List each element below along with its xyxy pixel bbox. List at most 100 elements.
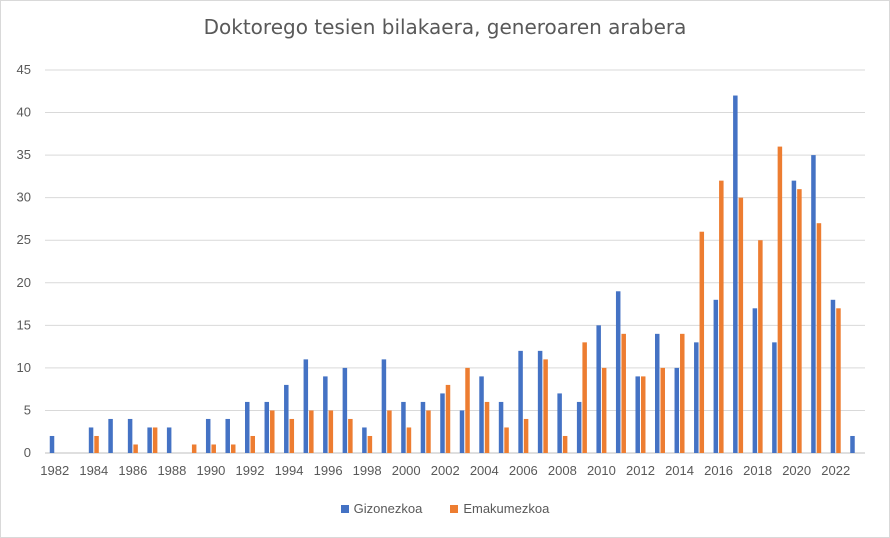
bar-emakumezkoa-2006 [523,418,529,453]
x-tick-label: 1998 [353,463,382,478]
bar-gizonezkoa-2020 [791,180,797,453]
bar-emakumezkoa-2013 [660,367,665,453]
x-tick-label: 2020 [782,463,811,478]
bar-gizonezkoa-2002 [440,393,445,453]
y-tick-label: 0 [24,445,31,460]
bar-gizonezkoa-1987 [147,427,152,453]
bar-gizonezkoa-2003 [459,410,465,453]
legend-item-gizonezkoa: Gizonezkoa [340,501,423,516]
y-tick-label: 45 [17,62,31,77]
bar-emakumezkoa-1986 [133,444,138,453]
bar-gizonezkoa-2006 [518,350,523,453]
bar-gizonezkoa-2016 [713,299,719,453]
bar-emakumezkoa-2016 [719,180,724,453]
legend-item-emakumezkoa: Emakumezkoa [450,501,549,516]
bar-emakumezkoa-1998 [367,435,373,453]
bar-emakumezkoa-2002 [445,384,451,453]
y-tick-label: 15 [17,317,31,332]
bar-emakumezkoa-1993 [270,410,275,453]
x-tick-label: 2000 [392,463,421,478]
bar-gizonezkoa-2021 [811,155,816,453]
bar-gizonezkoa-1991 [225,418,230,453]
legend-label-gizonezkoa: Gizonezkoa [353,501,423,516]
bar-emakumezkoa-2010 [601,367,607,453]
bar-emakumezkoa-2018 [758,240,763,453]
legend-swatch-emakumezkoa [450,504,459,513]
bar-emakumezkoa-2008 [562,435,568,453]
bar-gizonezkoa-1985 [108,418,113,453]
bar-emakumezkoa-2014 [680,333,685,453]
x-tick-label: 2008 [548,463,577,478]
bar-emakumezkoa-1990 [211,444,216,453]
bar-gizonezkoa-1990 [205,418,211,453]
y-tick-label: 10 [17,360,31,375]
bar-gizonezkoa-2017 [733,95,738,454]
bar-gizonezkoa-1999 [381,359,387,453]
bar-emakumezkoa-1984 [94,435,99,453]
bar-gizonezkoa-1993 [264,401,270,453]
bar-emakumezkoa-1997 [348,418,353,453]
bar-gizonezkoa-2014 [674,367,680,453]
x-tick-label: 1994 [275,463,304,478]
x-tick-label: 2018 [743,463,772,478]
bar-emakumezkoa-2007 [543,359,548,453]
bar-gizonezkoa-1984 [88,427,94,453]
x-tick-label: 1984 [79,463,108,478]
x-tick-label: 2006 [509,463,538,478]
bar-gizonezkoa-2011 [615,291,621,453]
bar-gizonezkoa-2015 [694,342,699,453]
y-tick-label: 5 [24,402,31,417]
bar-emakumezkoa-2022 [836,308,841,453]
bar-emakumezkoa-2009 [582,342,587,453]
bar-emakumezkoa-1991 [230,444,236,453]
x-tick-label: 1992 [236,463,265,478]
bar-gizonezkoa-2001 [420,401,426,453]
x-tick-label: 2002 [431,463,460,478]
x-tick-label: 2016 [704,463,733,478]
bar-emakumezkoa-2012 [640,376,646,453]
bar-gizonezkoa-2007 [537,350,543,453]
x-tick-label: 1996 [314,463,343,478]
bar-gizonezkoa-2023 [850,435,855,453]
bar-gizonezkoa-2013 [655,333,660,453]
bar-gizonezkoa-1997 [342,367,348,453]
bar-emakumezkoa-2020 [797,189,802,453]
y-tick-label: 30 [17,190,31,205]
y-tick-label: 25 [17,232,31,247]
bar-gizonezkoa-1992 [245,401,250,453]
bar-gizonezkoa-2022 [830,299,836,453]
bar-gizonezkoa-2009 [576,401,582,453]
legend: Gizonezkoa Emakumezkoa [1,501,889,516]
x-tick-label: 2010 [587,463,616,478]
bar-emakumezkoa-1987 [152,427,158,453]
legend-swatch-gizonezkoa [340,504,349,513]
bar-emakumezkoa-2015 [699,231,705,453]
y-tick-label: 40 [17,105,31,120]
bar-emakumezkoa-2003 [465,367,470,453]
bar-gizonezkoa-1994 [284,384,289,453]
bar-emakumezkoa-2000 [406,427,412,453]
bar-emakumezkoa-2011 [621,333,626,453]
bar-gizonezkoa-1998 [362,427,367,453]
x-tick-label: 2012 [626,463,655,478]
bar-gizonezkoa-2019 [772,342,777,453]
bar-emakumezkoa-2017 [738,197,744,453]
bar-emakumezkoa-1996 [328,410,334,453]
bar-gizonezkoa-1988 [166,427,172,453]
x-tick-label: 1982 [40,463,69,478]
bar-emakumezkoa-1999 [387,410,392,453]
bar-emakumezkoa-2005 [504,427,509,453]
bar-gizonezkoa-2005 [498,401,504,453]
bar-emakumezkoa-2019 [777,146,783,453]
bar-emakumezkoa-1992 [250,435,255,453]
y-tick-label: 35 [17,147,31,162]
x-tick-label: 1988 [157,463,186,478]
x-tick-label: 2004 [470,463,499,478]
y-tick-label: 20 [17,275,31,290]
bar-emakumezkoa-1994 [289,418,295,453]
legend-label-emakumezkoa: Emakumezkoa [463,501,550,516]
bar-emakumezkoa-1989 [191,444,197,453]
bar-gizonezkoa-2018 [752,308,758,453]
